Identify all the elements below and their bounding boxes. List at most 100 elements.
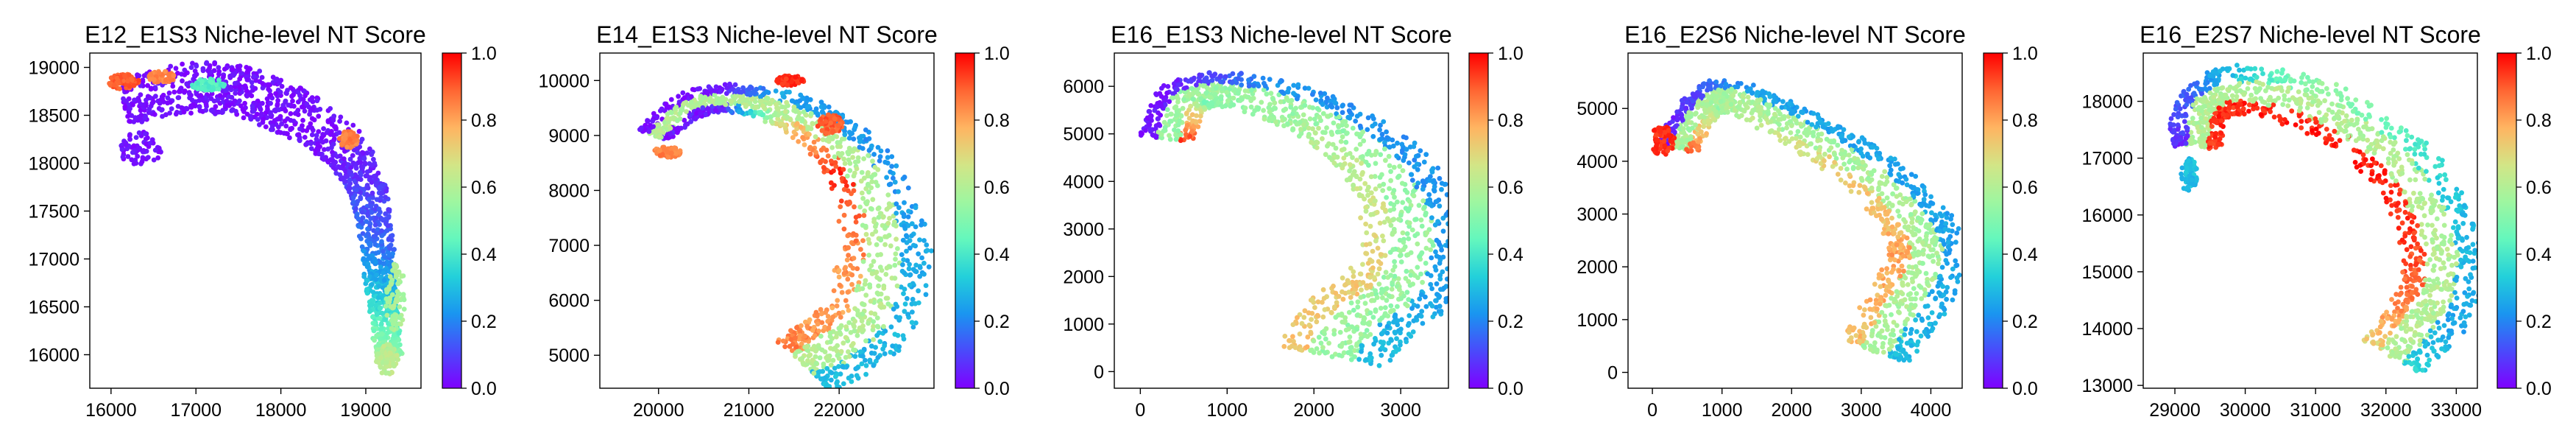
data-point [1341,155,1347,161]
data-point [126,72,132,78]
data-point [876,214,882,220]
chart-title: E12_E1S3 Niche-level NT Score [85,21,426,48]
data-point [902,287,907,292]
data-point [1261,87,1267,93]
data-point [1433,298,1438,304]
data-point [1387,186,1392,192]
data-point [853,238,859,244]
data-point [849,191,854,197]
data-point [1358,332,1364,337]
data-point [1340,103,1345,109]
data-point [1314,105,1320,111]
data-point [782,105,788,110]
data-point [1384,330,1390,336]
data-point [783,76,789,82]
data-point [1143,127,1148,133]
data-point [259,74,265,80]
x-tick-label: 18000 [255,400,307,421]
data-point [684,121,690,127]
data-point [1357,134,1363,140]
data-point [184,82,190,87]
data-point [1448,273,1454,278]
data-point [1419,250,1425,256]
data-point [1417,296,1423,302]
data-point [1357,141,1363,147]
data-point [337,119,342,124]
y-tick-label: 9000 [548,126,590,147]
data-point [131,161,137,166]
data-point [854,166,860,172]
data-point [838,170,843,176]
data-point [868,263,874,268]
data-point [373,182,379,188]
data-point [865,183,871,188]
data-point [350,152,355,158]
data-point [675,130,680,136]
data-point [1423,304,1429,309]
data-point [854,333,860,338]
data-point [372,242,378,248]
data-point [1152,108,1158,113]
data-point [189,97,195,103]
data-point [805,358,810,363]
data-point [1345,114,1351,120]
x-tick-label: 19000 [340,400,392,421]
data-point [357,155,363,161]
data-point [221,74,226,80]
data-point [1373,161,1379,166]
data-point [257,122,262,127]
data-point [835,379,840,385]
data-point [152,112,158,117]
data-point [827,339,833,345]
data-point [1378,252,1384,257]
data-point [894,163,899,169]
data-point [330,141,336,147]
colorbar-tick-label: 0.4 [984,245,1010,265]
data-point [839,151,845,156]
data-point [138,92,144,97]
data-point [361,155,367,161]
data-point [276,124,281,130]
data-point [351,134,356,140]
data-point [820,368,826,374]
data-point [747,110,753,116]
data-point [1395,304,1400,309]
data-point [682,95,687,100]
data-point [857,273,863,279]
data-point [389,292,395,298]
data-point [835,298,841,304]
data-point [364,287,370,292]
data-point [243,85,249,91]
data-point [1424,230,1430,236]
data-point [881,286,887,291]
data-point [1161,83,1167,88]
data-point [1430,314,1436,320]
data-point [1320,130,1326,136]
data-point [1379,352,1384,358]
data-point [1310,105,1316,110]
data-point [364,150,370,156]
data-point [887,216,892,221]
data-point [1197,113,1203,119]
data-point [1458,255,1463,260]
data-point [905,258,910,264]
data-point [729,99,735,105]
data-point [798,105,804,110]
data-point [1251,74,1257,80]
data-point [717,89,723,94]
data-point [789,348,795,354]
data-point [321,126,326,132]
data-point [762,119,768,124]
data-point [381,198,387,204]
data-point [1404,268,1409,274]
data-point [732,82,738,88]
data-point [249,80,255,85]
data-point [1340,163,1346,168]
data-point [1184,122,1190,128]
data-point [181,109,187,115]
data-point [888,349,894,355]
data-point [1268,91,1274,97]
data-point [1406,160,1412,166]
data-point [894,201,899,207]
data-point [1248,104,1254,110]
